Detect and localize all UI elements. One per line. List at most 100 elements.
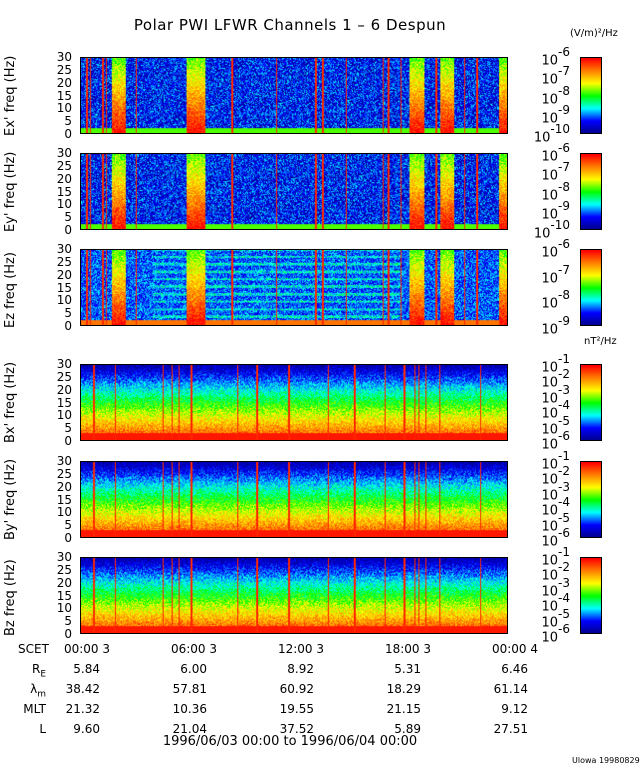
ephemeris-row-label: MLT xyxy=(0,702,46,716)
y-tick-label: 0 xyxy=(64,223,72,237)
y-tick-label: 25 xyxy=(56,158,72,173)
colorbar-tick-base: 10 xyxy=(541,518,559,534)
colorbar-tick-label: 10-4 xyxy=(530,399,570,422)
colorbar-tick-exponent: -7 xyxy=(558,160,570,175)
colorbar-tick-base: 10 xyxy=(541,245,559,261)
y-tick-label: 10 xyxy=(56,408,72,423)
colorbar-6 xyxy=(580,557,602,634)
colorbar-tick-exponent: -6 xyxy=(558,237,570,251)
colorbar-1 xyxy=(580,57,602,134)
colorbar-tick-label: 10-6 xyxy=(530,238,570,261)
colorbar-tick-base: 10 xyxy=(541,111,559,127)
colorbar-tick-base: 10 xyxy=(541,322,559,338)
colorbar-tick-label: 10-5 xyxy=(530,607,570,629)
colorbar-tick-exponent: -6 xyxy=(558,622,570,636)
colorbar-tick-label: 10-5 xyxy=(530,511,570,534)
colorbar-tick-base: 10 xyxy=(541,391,559,407)
colorbar-tick-base: 10 xyxy=(541,421,559,437)
ephemeris-row-label: RE xyxy=(0,662,46,679)
colorbar-tick-exponent: -3 xyxy=(558,575,570,590)
x-tick-label: 00:00 3 xyxy=(63,642,111,656)
y-tick-label: 15 xyxy=(56,492,72,507)
y-tick-label: 30 xyxy=(56,242,72,256)
colorbar-tick-label: 10-5 xyxy=(530,414,570,437)
y-axis-label: Bz freq (Hz) xyxy=(3,559,18,636)
y-axis-label: Ez freq (Hz) xyxy=(3,252,18,328)
y-tick-label: 5 xyxy=(64,114,72,129)
colorbar-tick-label: 10-10 xyxy=(530,123,570,145)
colorbar-tick-base: 10 xyxy=(541,534,559,550)
colorbar-tick-label: 10-7 xyxy=(530,65,570,87)
y-tick-label: 30 xyxy=(56,146,72,160)
colorbar-tick-base: 10 xyxy=(541,472,559,488)
x-tick-label: 12:00 3 xyxy=(277,642,325,656)
colorbar-tick-exponent: -5 xyxy=(558,606,570,621)
y-tick-label: 5 xyxy=(64,421,72,436)
colorbar-tick-exponent: -5 xyxy=(558,510,570,525)
colorbar-tick-exponent: -4 xyxy=(558,591,570,606)
electric-unit-label: (V/m)²/Hz xyxy=(570,28,618,39)
ephemeris-label-sub: E xyxy=(40,669,46,680)
y-tick-label: 20 xyxy=(56,267,72,282)
y-tick-label: 15 xyxy=(56,184,72,199)
colorbar-tick-label: 10-7 xyxy=(530,161,570,183)
colorbar-tick-base: 10 xyxy=(541,360,559,376)
spectrogram-panel-4 xyxy=(80,364,508,441)
colorbar-tick-exponent: -9 xyxy=(558,102,570,117)
ephemeris-value: 27.51 xyxy=(493,722,528,736)
y-axis-label: Ex' freq (Hz) xyxy=(3,55,18,136)
y-tick-label: 10 xyxy=(56,293,72,308)
ephemeris-label-main: MLT xyxy=(23,702,46,716)
ephemeris-row-label: λm xyxy=(0,682,46,699)
colorbar-tick-base: 10 xyxy=(541,503,559,519)
footer-credit: Ulowa 19980829 xyxy=(572,756,640,765)
ephemeris-value: 57.81 xyxy=(172,682,207,696)
x-tick-label: 00:00 4 xyxy=(491,642,539,656)
ephemeris-value: 6.00 xyxy=(180,662,207,676)
ephemeris-value: 37.52 xyxy=(279,722,314,736)
x-tick-label: 18:00 3 xyxy=(384,642,432,656)
colorbar-tick-exponent: -1 xyxy=(558,352,570,366)
ephemeris-row-label: L xyxy=(0,722,46,736)
colorbar-tick-base: 10 xyxy=(541,375,559,391)
colorbar-tick-label: 10-3 xyxy=(530,383,570,407)
ephemeris-value: 38.42 xyxy=(65,682,100,696)
ephemeris-value: 5.84 xyxy=(73,662,100,676)
ephemeris-label-sub: m xyxy=(37,689,46,700)
colorbar-tick-base: 10 xyxy=(541,488,559,504)
y-tick-label: 20 xyxy=(56,575,72,590)
colorbar-tick-base: 10 xyxy=(541,406,559,422)
colorbar-tick-base: 10 xyxy=(541,457,559,473)
colorbar-tick-label: 10-6 xyxy=(530,430,570,452)
colorbar-tick-base: 10 xyxy=(541,599,559,615)
y-tick-label: 20 xyxy=(56,382,72,397)
colorbar-tick-exponent: -5 xyxy=(558,413,570,428)
colorbar-tick-base: 10 xyxy=(541,91,559,107)
ephemeris-label-main: L xyxy=(39,722,46,736)
y-tick-label: 25 xyxy=(56,62,72,77)
colorbar-tick-base: 10 xyxy=(541,568,559,584)
colorbar-tick-exponent: -9 xyxy=(558,198,570,213)
ephemeris-value: 6.46 xyxy=(501,662,528,676)
time-range-label: 1996/06/03 00:00 to 1996/06/04 00:00 xyxy=(162,734,418,749)
colorbar-tick-label: 10-1 xyxy=(530,450,570,473)
y-axis-label: Bx' freq (Hz) xyxy=(3,361,18,443)
y-tick-label: 0 xyxy=(64,434,72,448)
ephemeris-value: 21.15 xyxy=(386,702,421,716)
colorbar-tick-exponent: -8 xyxy=(558,288,570,303)
y-tick-label: 15 xyxy=(56,588,72,603)
colorbar-tick-exponent: -4 xyxy=(558,495,570,510)
ephemeris-value: 8.92 xyxy=(287,662,314,676)
y-tick-label: 10 xyxy=(56,101,72,116)
y-tick-label: 0 xyxy=(64,627,72,641)
spectrogram-panel-3 xyxy=(80,249,508,326)
y-tick-label: 20 xyxy=(56,75,72,90)
y-tick-label: 15 xyxy=(56,395,72,410)
colorbar-tick-base: 10 xyxy=(541,553,559,569)
spectrogram-panel-2 xyxy=(80,153,508,230)
colorbar-tick-exponent: -3 xyxy=(558,382,570,397)
colorbar-2 xyxy=(580,153,602,230)
colorbar-tick-base: 10 xyxy=(533,226,551,242)
y-tick-label: 15 xyxy=(56,88,72,103)
